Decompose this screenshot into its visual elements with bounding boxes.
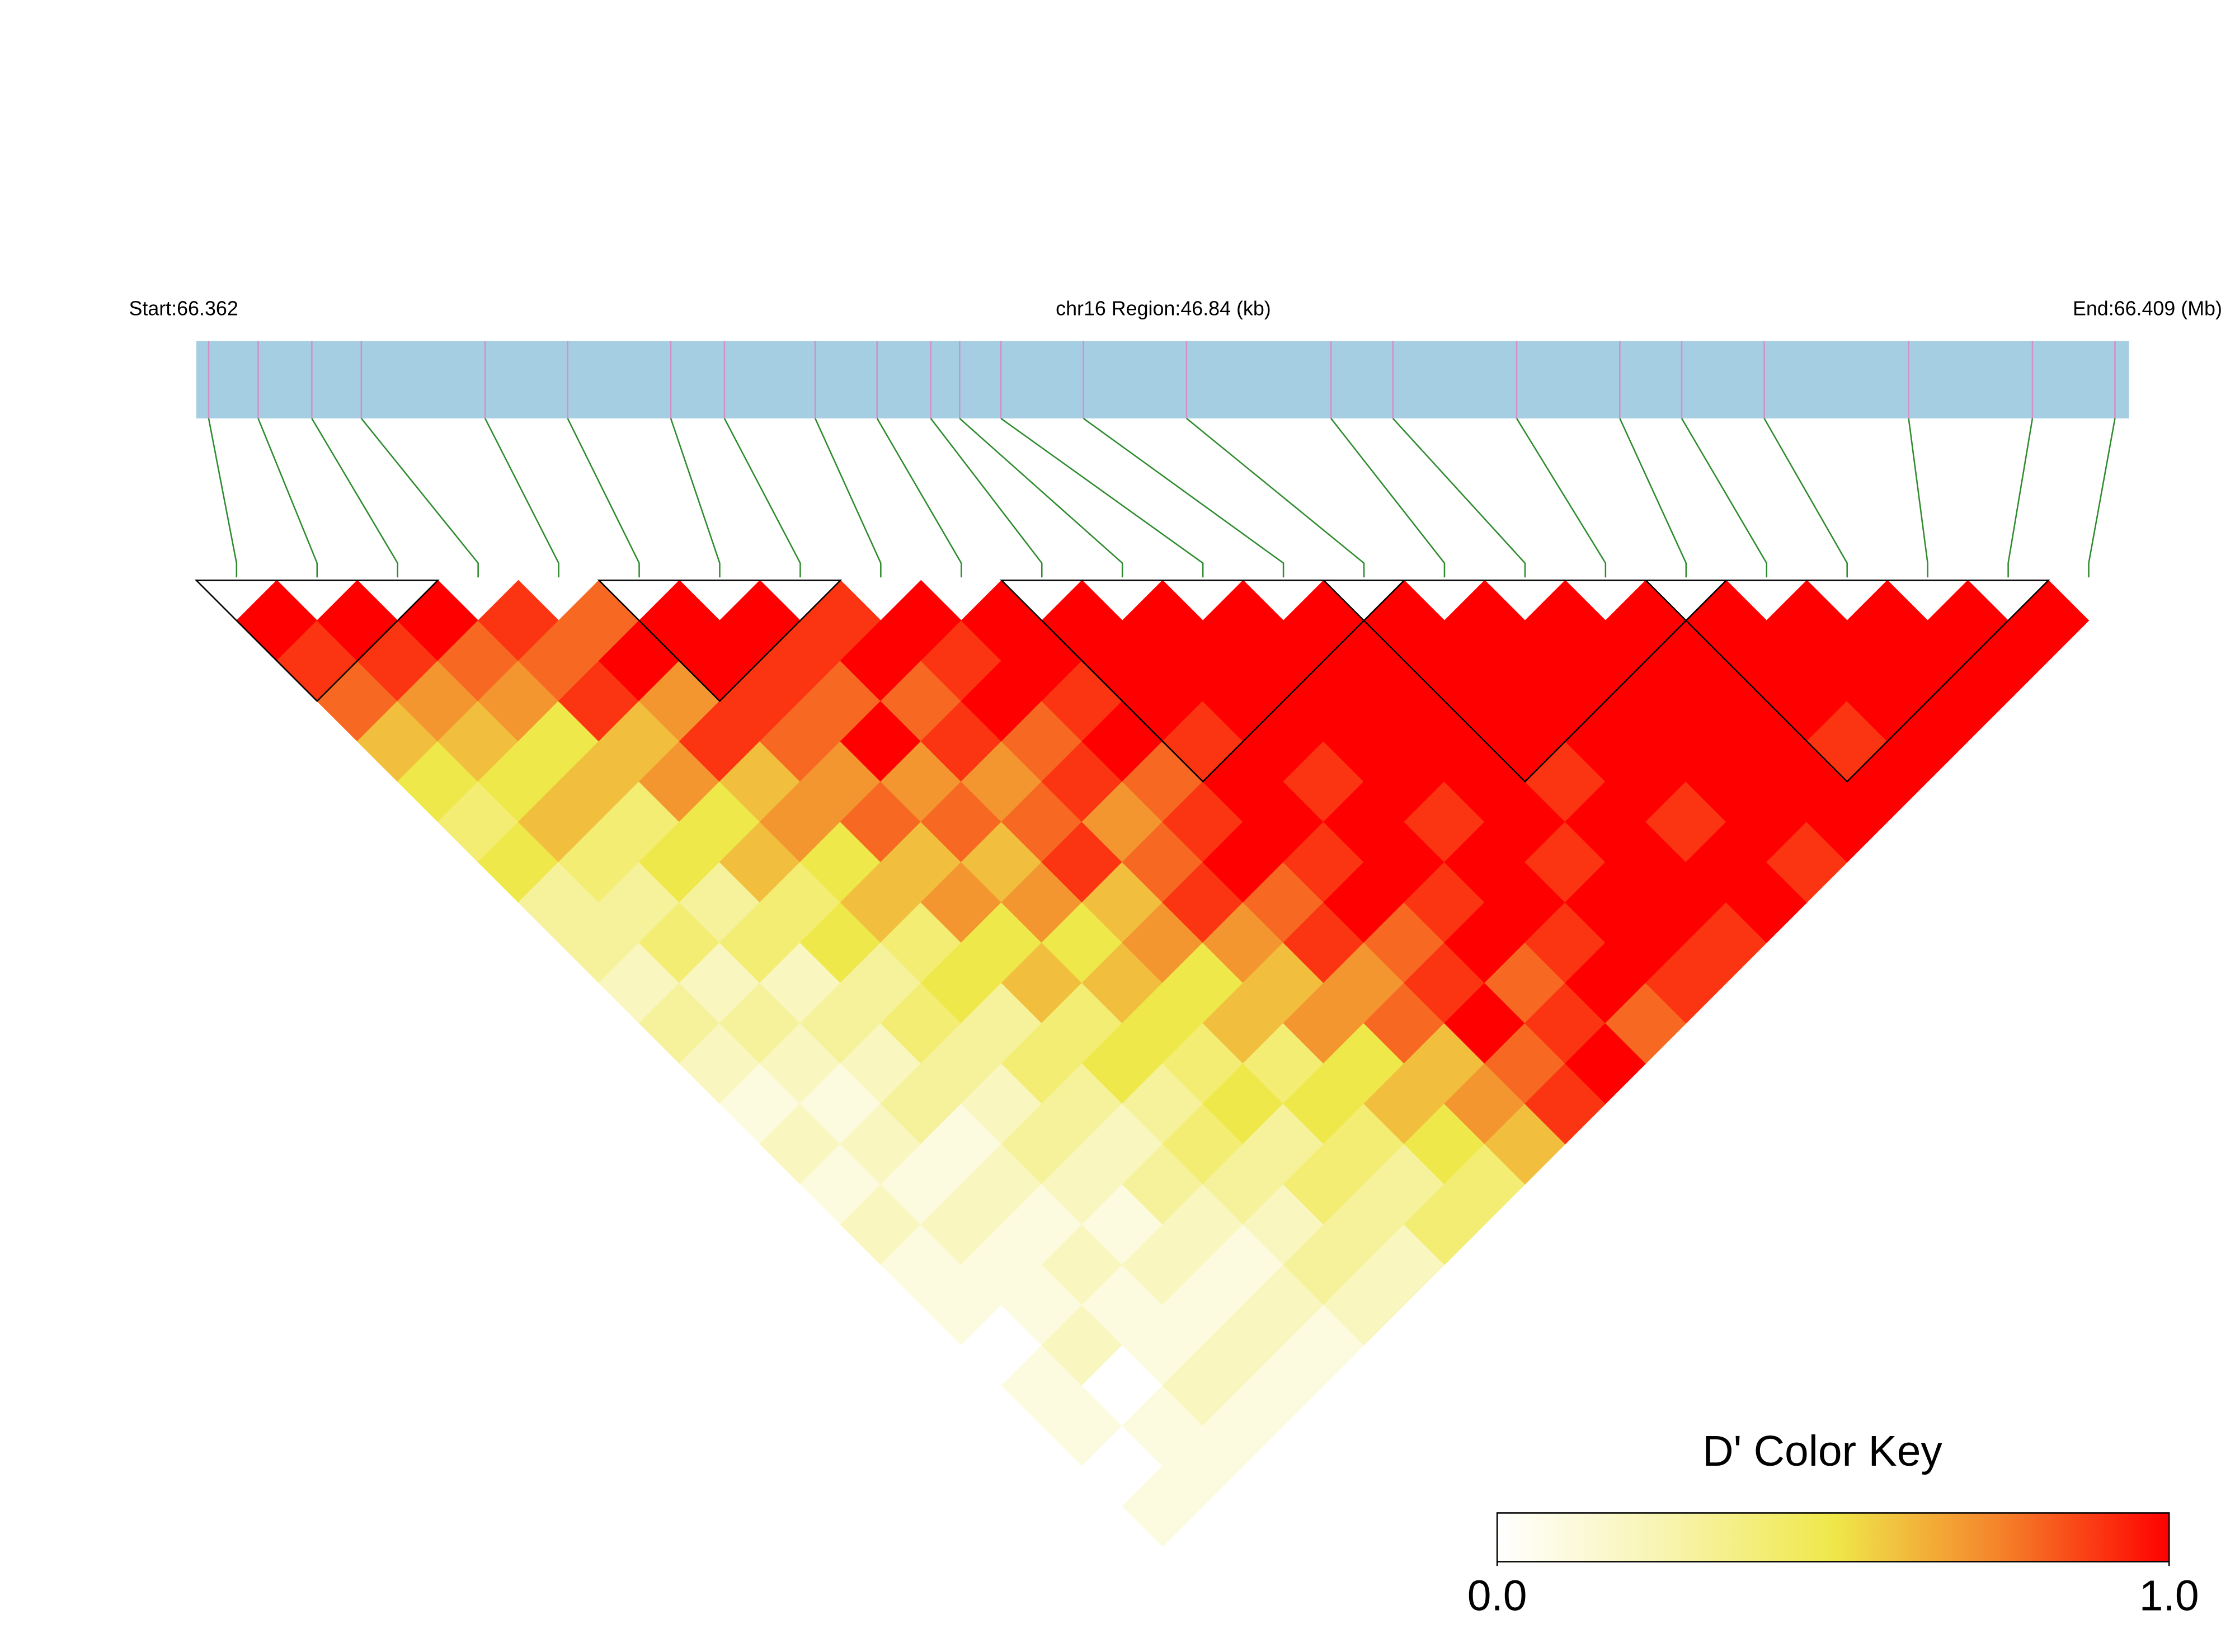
snp-connector bbox=[360, 418, 479, 578]
color-key-title: D' Color Key bbox=[1702, 1427, 1942, 1475]
snp-connector bbox=[257, 418, 318, 578]
snp-connector bbox=[2088, 418, 2116, 578]
snp-connector bbox=[1392, 418, 1526, 578]
snp-connector bbox=[1083, 417, 1284, 578]
snp-connector bbox=[1000, 417, 1204, 578]
snp-connector bbox=[2007, 418, 2034, 578]
ld-block bbox=[1321, 580, 1728, 783]
end-label: End:66.409 (Mb) bbox=[2073, 298, 2222, 320]
snp-connector bbox=[1908, 418, 1928, 578]
color-key-bar bbox=[1496, 1512, 2170, 1562]
start-label: Start:66.362 bbox=[129, 298, 238, 320]
ld-block bbox=[1644, 580, 2050, 783]
snp-connector bbox=[1516, 418, 1607, 578]
snp-connector bbox=[1330, 418, 1446, 578]
snp-connector bbox=[876, 418, 962, 578]
ld-block bbox=[1000, 580, 1406, 783]
snp-connector bbox=[1681, 418, 1768, 578]
snp-connector bbox=[814, 418, 882, 578]
snp-connector bbox=[208, 418, 238, 578]
snp-connector bbox=[567, 418, 640, 578]
snp-connector bbox=[670, 418, 721, 578]
ld-block bbox=[597, 580, 843, 703]
snp-connector bbox=[959, 417, 1123, 578]
snp-connector bbox=[930, 418, 1043, 578]
snp-connector bbox=[311, 418, 398, 578]
color-key-tick-label: 1.0 bbox=[2139, 1572, 2199, 1620]
ld-block bbox=[194, 580, 440, 703]
snp-connector bbox=[1763, 418, 1848, 578]
color-key-tick-label: 0.0 bbox=[1467, 1572, 1527, 1620]
snp-connector bbox=[1186, 417, 1365, 578]
gene-bar bbox=[196, 341, 2129, 418]
snp-connector bbox=[1619, 418, 1687, 578]
region-label: chr16 Region:46.84 (kb) bbox=[1056, 298, 1271, 320]
snp-connector bbox=[484, 418, 559, 578]
snp-connector bbox=[723, 418, 801, 578]
